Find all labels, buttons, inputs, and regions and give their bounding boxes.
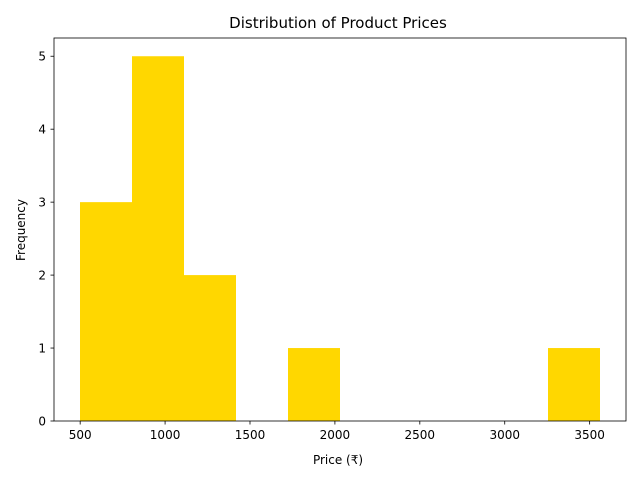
y-tick-label: 1 [38, 342, 46, 356]
y-tick-label: 3 [38, 196, 46, 210]
x-tick-label: 3500 [574, 428, 605, 442]
y-ticks-group: 0 1 2 3 4 5 [38, 50, 54, 429]
y-axis-label: Frequency [14, 199, 28, 261]
histogram-bar [80, 202, 132, 421]
x-axis-label: Price (₹) [313, 453, 363, 467]
x-tick-label: 1000 [150, 428, 181, 442]
x-tick-label: 2500 [405, 428, 436, 442]
plot-frame [53, 37, 627, 422]
x-tick-label: 1500 [235, 428, 266, 442]
histogram-bar [288, 348, 340, 421]
x-tick-label: 3000 [489, 428, 520, 442]
x-ticks-group: 500 1000 1500 2000 2500 3000 3500 [69, 421, 605, 442]
y-tick-label: 2 [38, 269, 46, 283]
x-tick-label: 500 [69, 428, 92, 442]
histogram-bar [132, 56, 184, 421]
chart-title: Distribution of Product Prices [229, 14, 447, 32]
y-tick-label: 5 [38, 50, 46, 64]
x-tick-label: 2000 [320, 428, 351, 442]
y-tick-label: 4 [38, 123, 46, 137]
y-tick-label: 0 [38, 415, 46, 429]
bars-group [80, 56, 600, 421]
histogram-bar [548, 348, 600, 421]
histogram-bar [184, 275, 236, 421]
